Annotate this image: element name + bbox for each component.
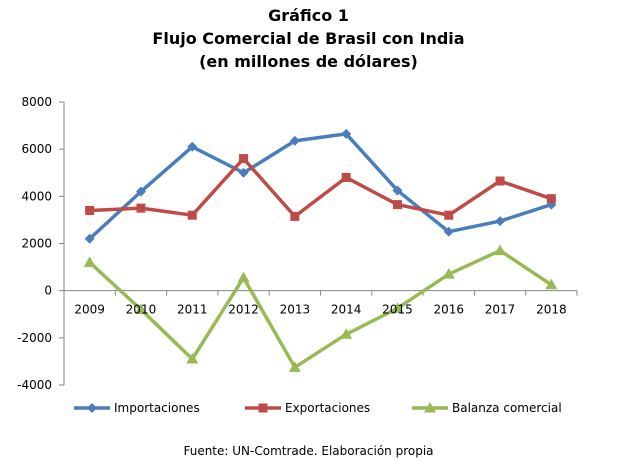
data-point xyxy=(545,278,558,290)
series-line-2 xyxy=(89,156,552,219)
data-point xyxy=(187,210,197,220)
legend-marker-3 xyxy=(424,402,436,413)
data-point xyxy=(494,244,507,256)
y-tick-label: 2000 xyxy=(21,237,52,251)
legend-label-3: Balanza comercial xyxy=(452,401,562,415)
legend-marker-1 xyxy=(87,403,97,413)
y-tick-label: 0 xyxy=(44,284,52,298)
legend-label-2: Exportaciones xyxy=(285,401,370,415)
data-point xyxy=(136,203,146,213)
data-point xyxy=(288,361,301,372)
y-tick-label: -4000 xyxy=(17,378,52,392)
x-tick-label: 2010 xyxy=(126,303,157,317)
x-tick-label: 2013 xyxy=(280,303,311,317)
source-note: Fuente: UN-Comtrade. Elaboración propia xyxy=(183,444,434,458)
data-point xyxy=(391,302,404,313)
legend-label-1: Importaciones xyxy=(114,401,200,415)
chart-title: Gráfico 1 Flujo Comercial de Brasil con … xyxy=(0,4,617,73)
data-point xyxy=(392,185,403,196)
data-point xyxy=(238,167,249,178)
data-point xyxy=(341,172,351,182)
data-point xyxy=(187,141,198,152)
data-point xyxy=(83,256,96,267)
data-point xyxy=(239,154,249,164)
data-point xyxy=(444,210,454,220)
data-point xyxy=(392,200,402,210)
y-tick-label: -2000 xyxy=(17,331,52,345)
data-point xyxy=(237,271,250,283)
x-tick-label: 2012 xyxy=(228,303,259,317)
data-point xyxy=(134,303,147,315)
x-tick-label: 2015 xyxy=(382,303,413,317)
data-point xyxy=(135,186,146,197)
series-line-1 xyxy=(88,132,552,241)
data-point xyxy=(495,216,506,227)
x-tick-label: 2009 xyxy=(74,303,105,317)
data-point xyxy=(290,211,300,221)
data-point xyxy=(186,353,199,364)
x-tick-label: 2016 xyxy=(433,303,464,317)
y-tick-label: 6000 xyxy=(21,142,52,156)
data-point xyxy=(546,194,556,204)
y-tick-label: 8000 xyxy=(21,95,52,109)
x-tick-label: 2018 xyxy=(536,303,567,317)
data-point xyxy=(289,135,300,146)
title-line-3: (en millones de dólares) xyxy=(199,52,418,71)
x-tick-label: 2011 xyxy=(177,303,208,317)
x-tick-label: 2017 xyxy=(485,303,516,317)
data-point xyxy=(84,233,95,244)
data-point xyxy=(340,328,353,339)
data-point xyxy=(495,176,505,186)
data-point xyxy=(85,205,95,215)
title-line-2: Flujo Comercial de Brasil con India xyxy=(152,29,465,48)
data-point xyxy=(341,128,352,139)
title-line-1: Gráfico 1 xyxy=(268,6,349,25)
y-tick-label: 4000 xyxy=(21,189,52,203)
x-tick-label: 2014 xyxy=(331,303,362,317)
data-point xyxy=(442,268,455,279)
data-point xyxy=(443,226,454,237)
series-line-3 xyxy=(88,248,553,370)
legend-marker-2 xyxy=(258,403,268,413)
